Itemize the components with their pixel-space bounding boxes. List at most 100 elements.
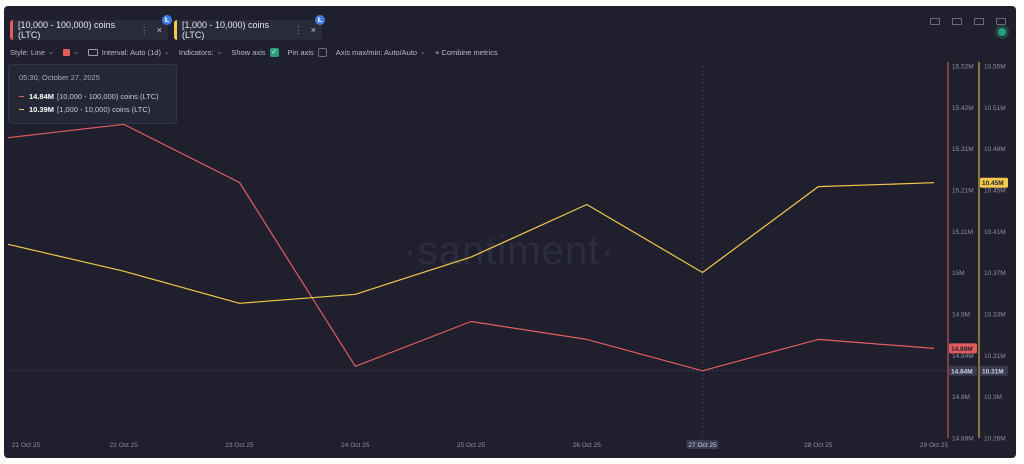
metric-label: [10,000 - 100,000) coins (LTC) — [18, 20, 116, 40]
show-axis-label: Show axis — [231, 47, 266, 57]
right-axis-tick-label: 10.33M — [984, 312, 1006, 319]
left-axis-tick-label: 15.21M — [952, 188, 974, 195]
indicators-dropdown[interactable]: Indicators: ⌄ — [179, 48, 222, 57]
checkbox-checked-icon[interactable]: ✓ — [269, 47, 279, 57]
window-icon[interactable] — [930, 18, 940, 25]
x-tick-label: 22 Oct 25 — [110, 442, 139, 449]
left-axis-tick-label: 15.31M — [952, 146, 974, 153]
data-point[interactable] — [238, 181, 240, 183]
window-icon[interactable] — [974, 18, 984, 25]
tooltip-value: 10.39M — [29, 105, 55, 114]
left-axis-tick-label: 15.52M — [952, 64, 974, 71]
chevron-down-icon: ⌄ — [216, 49, 223, 56]
chart-panel: [10,000 - 100,000) coins (LTC) ⋮ × Ł [1,… — [4, 6, 1016, 458]
chevron-down-icon: ⌄ — [48, 49, 54, 56]
data-point[interactable] — [238, 302, 240, 304]
data-point[interactable] — [817, 185, 819, 187]
checkbox-empty-icon[interactable] — [317, 47, 327, 57]
style-dropdown[interactable]: Style: Line ⌄ — [10, 48, 54, 57]
data-point[interactable] — [354, 365, 356, 367]
right-current-value-badge-bg — [980, 177, 1008, 188]
interval-dropdown[interactable]: Interval: Auto (1d) ⌄ — [87, 47, 170, 57]
tooltip-row: 10.39M [1,000 - 10,000) coins (LTC) — [19, 105, 150, 114]
left-axis-tick-label: 15.42M — [952, 105, 974, 112]
data-point[interactable] — [7, 137, 9, 139]
window-icon[interactable] — [996, 18, 1006, 25]
more-options-icon[interactable]: ⋮ — [139, 24, 149, 35]
data-point[interactable] — [354, 293, 356, 295]
series-line-1[interactable] — [7, 182, 935, 304]
line-chart[interactable]: ·santiment· 15.52M 15.42M 15.31M 15.21M 15.1… — [4, 6, 1016, 458]
metric-chip-small-holders[interactable]: [1,000 - 10,000) coins (LTC) ⋮ × — [174, 20, 322, 40]
left-axis-tick-label: 14.69M — [952, 436, 974, 443]
x-tick-label: 26 Oct 25 — [573, 442, 602, 449]
live-status-icon — [998, 28, 1006, 36]
pin-axis-label: Pin axis — [287, 47, 314, 57]
interval-label: Interval: Auto (1d) — [101, 47, 161, 57]
x-tick-label: 28 Oct 25 — [804, 442, 833, 449]
tooltip-label: [1,000 - 10,000) coins (LTC) — [57, 105, 151, 114]
right-axis-tick-label: 10.45M — [984, 188, 1006, 195]
data-point[interactable] — [817, 338, 819, 340]
window-icon[interactable] — [952, 18, 962, 25]
axis-maxmin-label: Axis max/min: Auto/Auto — [335, 47, 418, 57]
data-point[interactable] — [933, 347, 935, 349]
more-options-icon[interactable]: ⋮ — [293, 24, 303, 35]
chevron-down-icon: ⌄ — [420, 49, 426, 56]
x-tick-label: 24 Oct 25 — [341, 442, 370, 449]
calendar-icon — [87, 48, 98, 56]
chart-toolbar: Style: Line ⌄ ⌄ Interval: Auto (1d) ⌄ Indi… — [10, 44, 507, 60]
data-point[interactable] — [701, 370, 703, 372]
right-axis-tick-label: 10.26M — [984, 436, 1006, 443]
data-point[interactable] — [123, 270, 125, 272]
right-axis-tick-label: 10.55M — [984, 64, 1006, 71]
close-icon[interactable]: × — [156, 25, 162, 35]
hover-tooltip: 05:30, October 27, 2025 14.84M [10,000 -… — [8, 64, 177, 124]
right-hover-value-badge-bg — [980, 365, 1008, 376]
right-axis-tick-label: 10.48M — [984, 146, 1006, 153]
chevron-down-icon: ⌄ — [163, 49, 170, 56]
x-tick-label: 27 Oct 25 — [688, 442, 717, 449]
tooltip-value: 14.84M — [29, 92, 55, 101]
tooltip-date: 05:30, October 27, 2025 — [19, 73, 100, 82]
left-hover-value-badge-bg — [949, 365, 977, 376]
left-axis-tick-label: 14.9M — [952, 312, 970, 319]
axis-maxmin-dropdown[interactable]: Axis max/min: Auto/Auto ⌄ — [336, 48, 426, 57]
series-marker-icon — [19, 95, 24, 98]
right-hover-value-badge: 10.31M — [982, 368, 1004, 375]
x-hover-badge — [686, 440, 719, 449]
pin-axis-toggle[interactable]: Pin axis — [287, 47, 327, 57]
right-axis-tick-label: 10.51M — [984, 105, 1006, 112]
tooltip-row: 14.84M [10,000 - 100,000) coins (LTC) — [19, 92, 159, 101]
chevron-down-icon: ⌄ — [72, 49, 79, 56]
combine-metrics-label: + Combine metrics — [434, 47, 498, 57]
metric-chip-large-holders[interactable]: [10,000 - 100,000) coins (LTC) ⋮ × — [10, 20, 168, 40]
tooltip-label: [10,000 - 100,000) coins (LTC) — [57, 92, 159, 101]
right-current-value-badge: 10.45M — [982, 180, 1004, 187]
left-hover-value-badge: 14.84M — [951, 368, 973, 375]
close-icon[interactable]: × — [310, 25, 316, 35]
color-dropdown[interactable]: ⌄ — [62, 48, 79, 56]
left-current-value-badge-bg — [949, 343, 977, 354]
data-point[interactable] — [586, 203, 588, 205]
left-axis-tick-label: 15M — [952, 270, 965, 277]
indicators-label: Indicators: — [178, 47, 214, 57]
show-axis-toggle[interactable]: Show axis ✓ — [231, 47, 279, 57]
right-axis-tick-label: 10.37M — [984, 270, 1006, 277]
data-point[interactable] — [933, 182, 935, 184]
data-point[interactable] — [701, 271, 703, 273]
combine-metrics-button[interactable]: + Combine metrics — [435, 48, 498, 57]
color-swatch — [62, 48, 70, 56]
data-point[interactable] — [470, 256, 472, 258]
data-point[interactable] — [586, 338, 588, 340]
right-axis-tick-label: 10.31M — [984, 353, 1006, 360]
data-point[interactable] — [7, 243, 9, 245]
x-tick-label: 23 Oct 25 — [225, 442, 254, 449]
data-point[interactable] — [470, 320, 472, 322]
series-marker-icon — [19, 108, 24, 111]
series-line-0[interactable] — [7, 123, 935, 372]
metric-color-bar — [10, 20, 13, 40]
metric-color-bar — [174, 20, 177, 40]
ltc-icon: Ł — [315, 15, 325, 25]
x-tick-label: 25 Oct 25 — [457, 442, 486, 449]
